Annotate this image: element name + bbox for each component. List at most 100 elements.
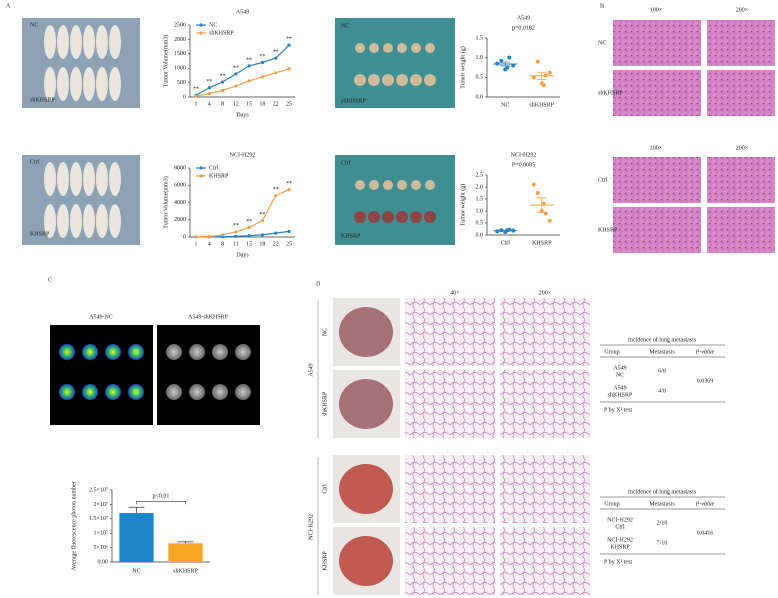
y-axis-label: Tumor Volume(mm3) bbox=[162, 35, 169, 87]
y-tick-label: 1.0 bbox=[476, 208, 484, 214]
x-tick-label: NC bbox=[501, 102, 509, 108]
tumor bbox=[369, 43, 379, 53]
label: 200× bbox=[539, 290, 551, 296]
legend-label: Ctrl bbox=[209, 165, 219, 171]
axis bbox=[189, 25, 295, 98]
point bbox=[234, 72, 238, 76]
x-tick-label: 18 bbox=[259, 241, 265, 247]
x-tick-label: 8 bbox=[221, 101, 224, 107]
photo bbox=[22, 18, 140, 108]
label: A549-NC bbox=[89, 314, 113, 320]
mouse bbox=[70, 67, 82, 101]
significance: ** bbox=[206, 79, 212, 85]
lung bbox=[339, 464, 393, 514]
chart-title: A549 bbox=[517, 15, 530, 21]
point bbox=[511, 63, 516, 68]
significance: ** bbox=[193, 87, 199, 93]
y-tick-label: 0.5 bbox=[476, 75, 484, 81]
point bbox=[234, 230, 238, 234]
tumor bbox=[424, 74, 436, 86]
point bbox=[220, 233, 225, 237]
point bbox=[234, 84, 238, 88]
label: A549 bbox=[613, 365, 626, 371]
label: 200× bbox=[736, 7, 748, 13]
mouse bbox=[57, 204, 69, 238]
label: A549 bbox=[308, 363, 314, 376]
point bbox=[260, 219, 265, 223]
y-tick-label: 1000 bbox=[174, 66, 186, 72]
point bbox=[247, 79, 251, 83]
mouse bbox=[70, 204, 82, 238]
y-tick-label: 2000 bbox=[174, 37, 186, 43]
point bbox=[531, 75, 536, 80]
y-tick-label: 1.5 bbox=[476, 196, 484, 202]
y-tick-label: 1500 bbox=[174, 51, 186, 57]
x-tick-label: 15 bbox=[246, 101, 252, 107]
lung-he bbox=[405, 298, 495, 366]
lung-he bbox=[405, 527, 495, 595]
point bbox=[260, 60, 265, 65]
label: 100× bbox=[650, 145, 662, 151]
point bbox=[207, 86, 211, 90]
label: Ctrl bbox=[615, 524, 625, 530]
y-tick-label: 0.0 bbox=[476, 94, 484, 100]
significance: ** bbox=[220, 73, 226, 79]
tumor bbox=[354, 74, 366, 86]
chart-title: A549 bbox=[236, 9, 249, 15]
mouse bbox=[44, 204, 56, 238]
bar bbox=[119, 513, 154, 562]
lung bbox=[339, 307, 393, 357]
organ bbox=[128, 384, 144, 400]
label: 4/8 bbox=[658, 388, 666, 394]
organ bbox=[82, 344, 98, 360]
he-image bbox=[707, 20, 775, 66]
tumor bbox=[397, 180, 407, 190]
label: B bbox=[600, 3, 604, 9]
point bbox=[287, 229, 291, 233]
tumor bbox=[354, 211, 366, 223]
x-tick-label: 12 bbox=[233, 101, 239, 107]
lung-he bbox=[500, 527, 590, 595]
point bbox=[547, 218, 552, 223]
tumor bbox=[383, 180, 393, 190]
x-tick-label: 15 bbox=[246, 241, 252, 247]
label: A549-shKHSRP bbox=[188, 314, 229, 320]
y-tick-label: 0 bbox=[183, 234, 186, 240]
legend-label: KHSRP bbox=[209, 173, 229, 179]
sem-bar bbox=[536, 71, 547, 80]
mouse bbox=[109, 162, 121, 196]
significance: ** bbox=[233, 65, 239, 71]
photo bbox=[335, 18, 455, 108]
point bbox=[287, 187, 291, 192]
point bbox=[207, 91, 211, 96]
point bbox=[247, 234, 251, 238]
x-tick-label: 25 bbox=[286, 101, 292, 107]
y-tick-label: 5×10⁶ bbox=[94, 545, 108, 551]
label: Ctrl bbox=[322, 484, 328, 494]
y-tick-label: 1.5×10⁷ bbox=[89, 516, 108, 522]
organ bbox=[105, 344, 121, 360]
label: 100× bbox=[650, 7, 662, 13]
significance: ** bbox=[286, 181, 292, 187]
label: NC bbox=[616, 372, 624, 378]
label: 40× bbox=[450, 290, 459, 296]
label: NC bbox=[341, 23, 349, 29]
significance: ** bbox=[259, 54, 265, 60]
y-tick-label: 8000 bbox=[174, 165, 186, 171]
axis bbox=[486, 38, 560, 98]
legend-label: NC bbox=[209, 22, 217, 28]
label: KHSRP bbox=[598, 227, 618, 233]
y-tick-label: 4000 bbox=[174, 200, 186, 206]
organ bbox=[59, 344, 75, 360]
label: Group bbox=[604, 501, 619, 507]
tumor bbox=[411, 180, 421, 190]
series-line bbox=[195, 189, 290, 238]
he-image bbox=[613, 207, 701, 253]
y-tick-label: 2500 bbox=[174, 22, 186, 28]
label: 6/8 bbox=[658, 368, 666, 374]
label: Ctrl bbox=[341, 160, 351, 166]
label: P by X² test bbox=[604, 407, 632, 413]
mouse bbox=[57, 162, 69, 196]
mouse bbox=[96, 162, 108, 196]
